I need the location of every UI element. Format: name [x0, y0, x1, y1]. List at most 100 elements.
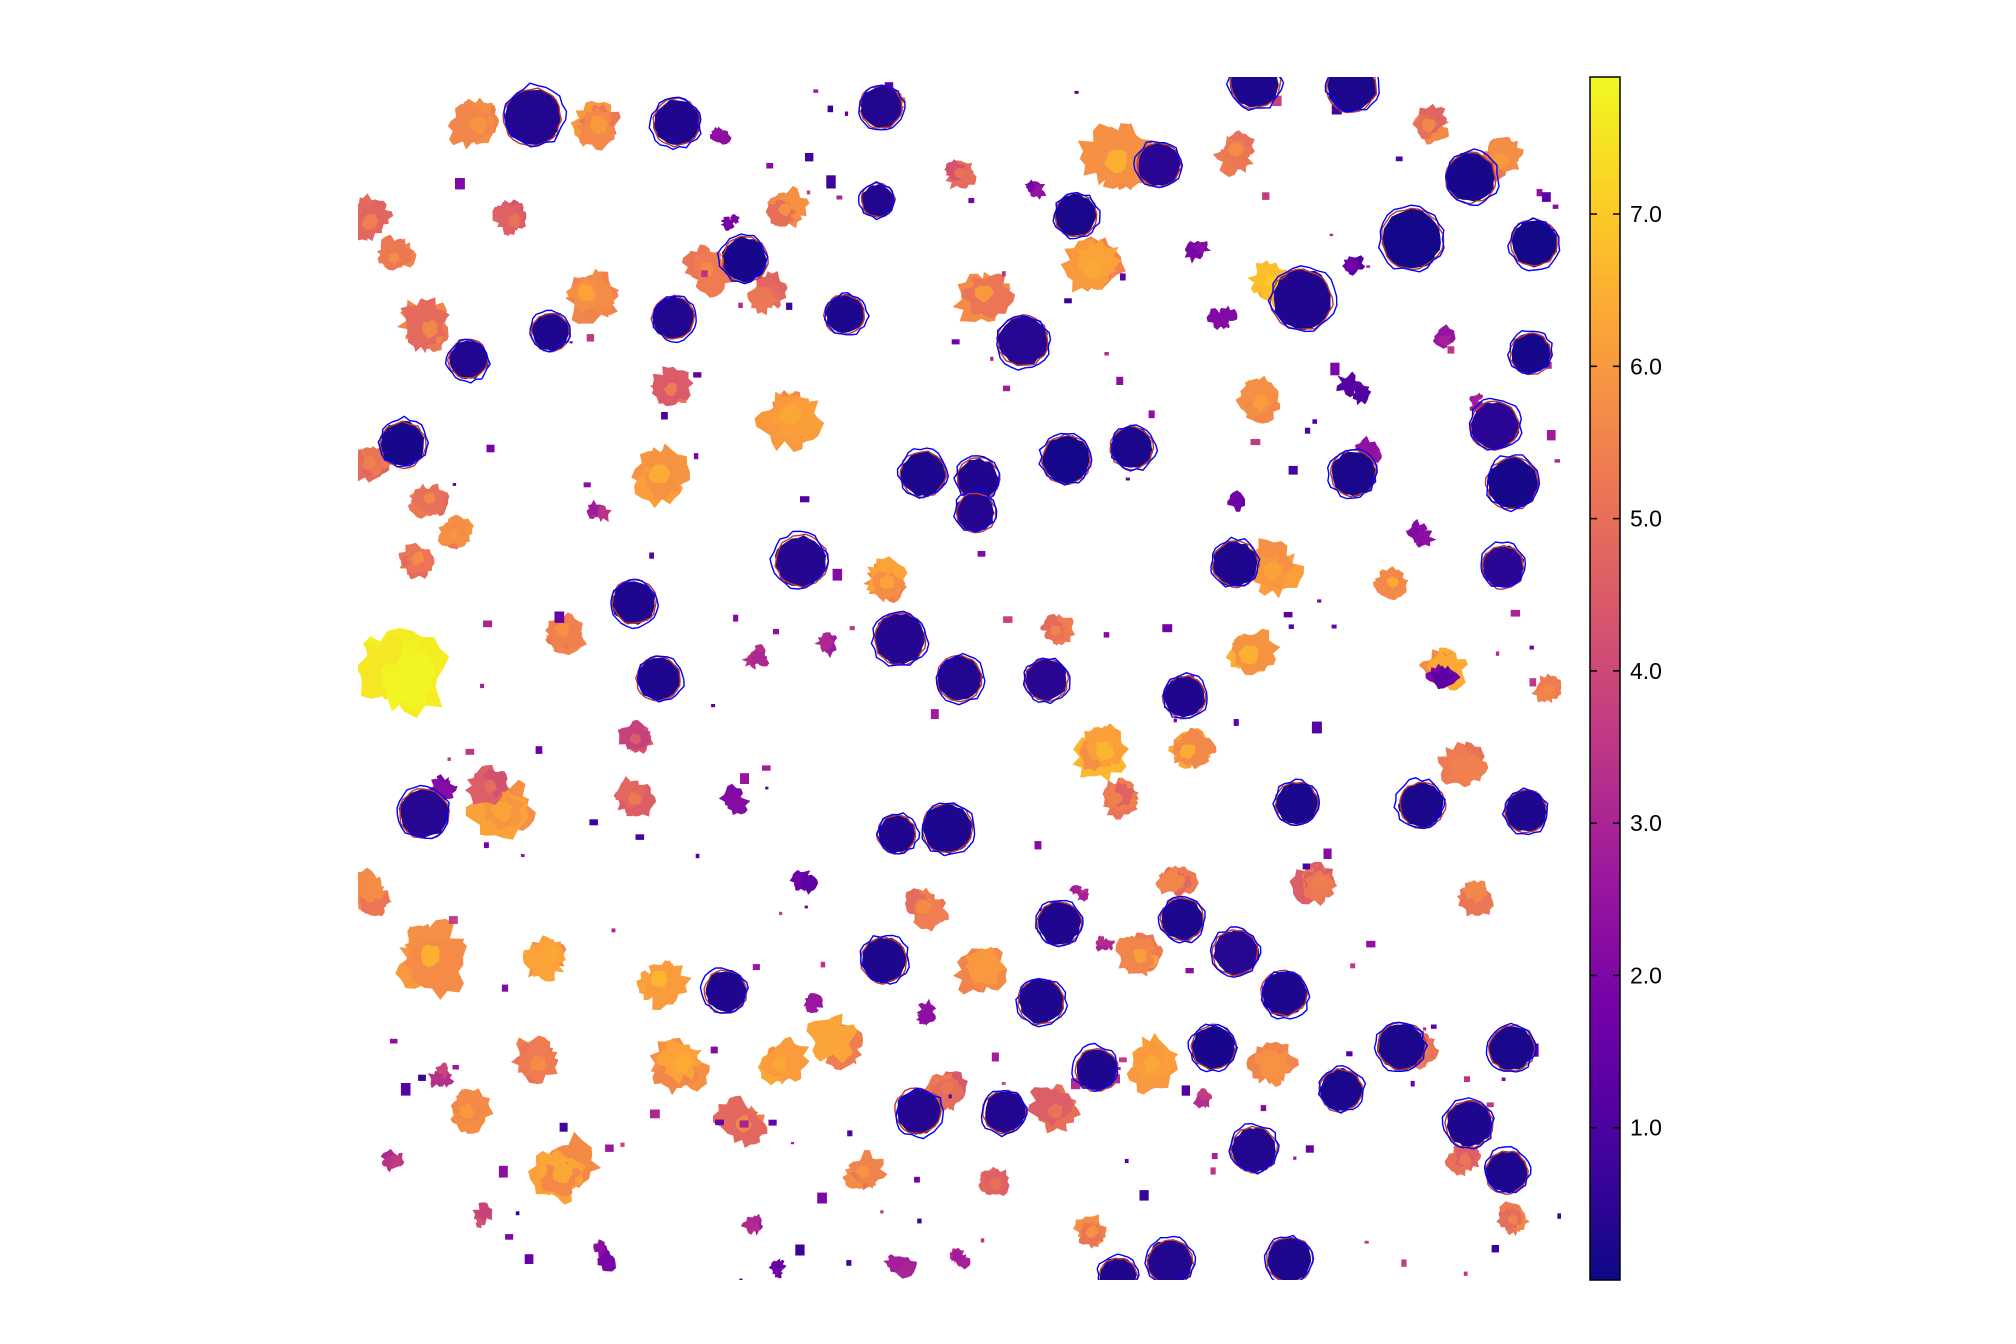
cell-blob-core: [1542, 684, 1556, 698]
speck-pixel: [1491, 1245, 1499, 1253]
speck-pixel: [990, 356, 994, 361]
cell-outline-predicted: [1486, 454, 1541, 513]
speck-pixel: [583, 482, 591, 488]
cell-blob-core: [381, 663, 412, 692]
speck-pixel: [1554, 459, 1560, 463]
speck-pixel: [1148, 410, 1155, 419]
cell-blob-core: [990, 1177, 1002, 1191]
cell-blob-cool: [800, 873, 819, 895]
cell-blob-cool: [1217, 317, 1230, 329]
cell-blob-cool: [1352, 385, 1372, 406]
round-cell: [1212, 541, 1258, 587]
round-cell: [1470, 402, 1520, 451]
speck-pixel: [880, 1210, 884, 1214]
cell-outline-predicted: [1052, 191, 1101, 240]
round-cell: [825, 293, 865, 333]
cell-outline-predicted: [1263, 1234, 1315, 1280]
cell-blob-cool: [1219, 305, 1238, 322]
round-cell: [705, 969, 747, 1012]
cell-blob-core: [1103, 149, 1127, 174]
round-cell: [874, 613, 926, 666]
cell-blob-core: [629, 733, 641, 745]
cell-blob-core: [1386, 576, 1399, 588]
cell-outline-predicted: [1035, 899, 1084, 948]
speck-pixel: [795, 1244, 805, 1256]
cell-blob-cool: [1078, 892, 1088, 902]
cell-blob-core: [1493, 152, 1510, 169]
cell-blob-core: [577, 283, 596, 302]
speck-pixel: [715, 1119, 724, 1126]
cell-outline-predicted: [444, 338, 491, 384]
speck-pixel: [739, 1278, 743, 1280]
cell-blob-core: [879, 574, 895, 589]
cell-blob-core: [363, 456, 377, 469]
cell-outline-predicted: [1445, 148, 1500, 207]
speck-pixel: [1330, 362, 1340, 376]
cell-blob-core: [1253, 394, 1270, 411]
speck-pixel: [884, 82, 894, 88]
cell-blob-core: [361, 887, 377, 903]
cell-outline-predicted: [1133, 140, 1184, 188]
speck-pixel: [480, 683, 485, 689]
speck-pixel: [1250, 439, 1261, 446]
speck-pixel: [1002, 271, 1006, 277]
cell-blob-core: [458, 1103, 475, 1119]
speck-pixel: [589, 819, 598, 826]
cell-blob-core: [552, 1162, 574, 1184]
cell-blob-core: [468, 116, 487, 135]
speck-pixel: [980, 1238, 985, 1243]
round-cell: [1275, 782, 1319, 825]
round-cell: [636, 657, 681, 701]
speck-pixel: [1001, 1082, 1006, 1085]
speck-pixel: [917, 1218, 922, 1224]
speck-pixel: [1350, 963, 1356, 969]
round-cell: [651, 296, 696, 340]
cell-blob: [402, 938, 467, 1000]
speck-pixel: [1181, 1085, 1190, 1096]
speck-pixel: [455, 178, 465, 190]
round-cell: [985, 1091, 1026, 1134]
cell-blob-core: [1311, 875, 1330, 892]
cell-outline-predicted: [895, 1087, 945, 1140]
round-cell: [861, 937, 907, 984]
speck-pixel: [586, 334, 595, 342]
cell-blob-cool: [475, 1217, 486, 1229]
round-cell: [921, 803, 973, 854]
cell-outline-predicted: [1228, 1122, 1280, 1175]
speck-pixel: [1003, 616, 1013, 623]
speck-pixel: [1210, 1167, 1216, 1175]
cell-outline-predicted: [1441, 1097, 1495, 1150]
round-cell: [611, 581, 656, 625]
round-cell: [1446, 1100, 1493, 1147]
cell-blob-cool: [1234, 497, 1245, 508]
speck-pixel: [1323, 848, 1332, 859]
cell-outline-predicted: [1483, 1145, 1532, 1194]
cell-outline-predicted: [503, 82, 568, 148]
cell-blob-core: [1050, 625, 1061, 637]
speck-pixel: [827, 105, 834, 113]
speck-pixel: [447, 757, 451, 761]
round-cell: [1076, 1049, 1118, 1091]
round-cell: [1511, 333, 1551, 374]
cell-blob: [615, 776, 646, 809]
speck-pixel: [1233, 719, 1239, 726]
speck-pixel: [452, 1065, 459, 1070]
speck-pixel: [1302, 863, 1311, 870]
speck-pixel: [649, 552, 654, 559]
round-cell: [775, 535, 826, 588]
speck-pixel: [1395, 156, 1403, 162]
cell-outline-observed: [1074, 1047, 1119, 1092]
cell-outline-predicted: [1157, 895, 1206, 944]
round-cell: [1147, 1239, 1193, 1280]
cell-outline-predicted: [1144, 1235, 1197, 1280]
cell-blob-core: [855, 1165, 870, 1179]
speck-pixel: [611, 928, 616, 933]
speck-pixel: [773, 628, 779, 635]
cell-outline-predicted: [1096, 1253, 1140, 1280]
colorbar-gradient-bar: [1589, 76, 1621, 1281]
cell-outline-observed: [1510, 217, 1558, 267]
round-cell: [997, 315, 1048, 366]
speck-pixel: [701, 270, 708, 278]
speck-pixel: [1541, 192, 1551, 202]
speck-pixel: [846, 1260, 852, 1266]
